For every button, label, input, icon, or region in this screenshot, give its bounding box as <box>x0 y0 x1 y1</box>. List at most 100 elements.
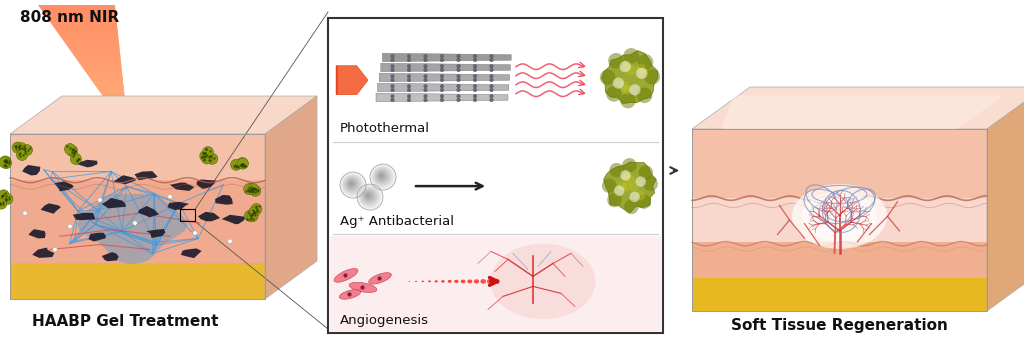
Circle shape <box>643 177 658 191</box>
Polygon shape <box>68 47 128 131</box>
Circle shape <box>424 94 427 98</box>
Polygon shape <box>38 5 128 131</box>
Circle shape <box>636 68 647 79</box>
Circle shape <box>133 221 137 225</box>
Circle shape <box>620 61 631 72</box>
Polygon shape <box>38 5 128 131</box>
Circle shape <box>620 81 630 91</box>
Circle shape <box>424 58 427 62</box>
Polygon shape <box>603 162 656 213</box>
Polygon shape <box>41 9 128 131</box>
Circle shape <box>457 64 461 68</box>
Circle shape <box>22 145 33 155</box>
Circle shape <box>627 65 636 75</box>
Circle shape <box>377 172 386 180</box>
Circle shape <box>473 64 477 68</box>
Circle shape <box>440 58 443 62</box>
Circle shape <box>424 68 427 72</box>
Polygon shape <box>53 26 128 131</box>
Circle shape <box>473 74 477 78</box>
Polygon shape <box>181 248 202 258</box>
Polygon shape <box>336 66 368 95</box>
Circle shape <box>440 64 443 68</box>
Circle shape <box>408 64 411 68</box>
Circle shape <box>622 182 632 191</box>
Polygon shape <box>336 66 368 95</box>
Circle shape <box>637 88 652 103</box>
Polygon shape <box>86 72 128 131</box>
Polygon shape <box>382 53 511 62</box>
Ellipse shape <box>792 184 887 249</box>
Circle shape <box>626 175 635 184</box>
Polygon shape <box>215 195 232 205</box>
Circle shape <box>457 55 461 58</box>
Circle shape <box>349 181 353 186</box>
Text: Photothermal: Photothermal <box>340 122 430 135</box>
Circle shape <box>424 74 427 78</box>
Polygon shape <box>378 83 509 92</box>
Circle shape <box>366 193 371 198</box>
Circle shape <box>408 78 411 82</box>
Text: Soft Tissue Regeneration: Soft Tissue Regeneration <box>731 318 948 333</box>
Polygon shape <box>113 175 136 184</box>
Circle shape <box>227 239 232 243</box>
Circle shape <box>0 190 9 201</box>
Bar <box>180 209 195 221</box>
Circle shape <box>168 194 172 199</box>
Circle shape <box>489 64 494 68</box>
Circle shape <box>23 211 28 216</box>
Polygon shape <box>41 203 61 214</box>
Ellipse shape <box>802 191 877 241</box>
Polygon shape <box>50 22 128 131</box>
Circle shape <box>614 186 625 196</box>
Circle shape <box>16 149 28 161</box>
Polygon shape <box>336 66 368 95</box>
Polygon shape <box>86 72 128 131</box>
Circle shape <box>602 178 616 193</box>
Polygon shape <box>336 66 368 95</box>
Circle shape <box>440 98 443 102</box>
Circle shape <box>249 207 259 218</box>
Circle shape <box>346 179 357 190</box>
Circle shape <box>473 78 477 82</box>
Polygon shape <box>50 22 128 131</box>
Circle shape <box>408 74 411 78</box>
Circle shape <box>237 158 248 168</box>
Circle shape <box>489 85 494 88</box>
Polygon shape <box>77 160 97 167</box>
Ellipse shape <box>490 243 596 319</box>
Polygon shape <box>336 66 368 95</box>
Polygon shape <box>10 134 265 180</box>
Circle shape <box>391 55 394 58</box>
Circle shape <box>250 185 261 196</box>
Polygon shape <box>10 180 265 263</box>
Circle shape <box>440 94 443 98</box>
Circle shape <box>608 53 624 69</box>
Circle shape <box>376 170 387 181</box>
Circle shape <box>391 64 394 68</box>
Circle shape <box>365 192 373 200</box>
Circle shape <box>344 177 359 192</box>
Polygon shape <box>101 93 128 131</box>
Circle shape <box>440 74 443 78</box>
Circle shape <box>489 55 494 58</box>
Polygon shape <box>98 89 128 131</box>
Circle shape <box>457 58 461 62</box>
Circle shape <box>348 180 354 187</box>
Circle shape <box>473 94 477 98</box>
Polygon shape <box>987 87 1024 311</box>
Polygon shape <box>336 66 368 95</box>
Circle shape <box>350 182 352 184</box>
Circle shape <box>636 63 646 74</box>
Circle shape <box>408 55 411 58</box>
Circle shape <box>367 194 369 196</box>
Circle shape <box>372 166 393 188</box>
Circle shape <box>612 77 624 89</box>
Polygon shape <box>56 30 128 131</box>
Circle shape <box>71 153 81 164</box>
Polygon shape <box>336 66 368 95</box>
Circle shape <box>1 158 11 169</box>
Polygon shape <box>116 114 128 131</box>
Polygon shape <box>98 89 128 131</box>
Circle shape <box>53 247 57 252</box>
